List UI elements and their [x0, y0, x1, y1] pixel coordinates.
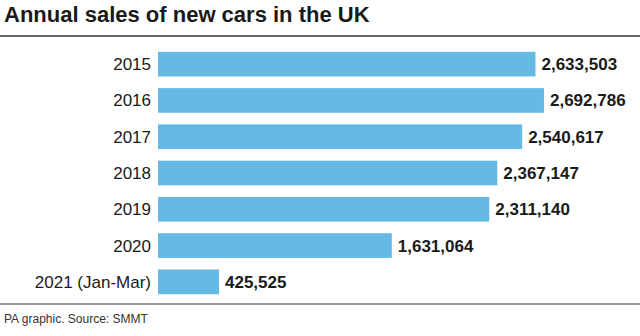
data-label: 2,633,503 [541, 55, 617, 74]
category-label: 2017 [113, 128, 151, 147]
title: Annual sales of new cars in the UK [4, 2, 370, 27]
data-label: 1,631,064 [398, 237, 474, 256]
category-label: 2018 [113, 164, 151, 183]
category-label: 2021 (Jan-Mar) [35, 273, 151, 292]
data-label: 2,367,147 [503, 164, 579, 183]
data-label: 2,692,786 [550, 91, 626, 110]
category-label: 2019 [113, 200, 151, 219]
bar [158, 270, 219, 295]
bar [158, 197, 489, 222]
data-label: 2,540,617 [528, 128, 604, 147]
bar [158, 161, 497, 186]
bar [158, 88, 544, 113]
data-label: 2,311,140 [495, 200, 570, 219]
category-label: 2020 [113, 237, 151, 256]
source: PA graphic. Source: SMMT [4, 312, 149, 326]
labels: 2015 2,633,503 2016 2,692,786 2017 2,540,617 2… [35, 55, 626, 292]
category-label: 2015 [113, 55, 151, 74]
bar [158, 52, 535, 77]
data-label: 425,525 [225, 273, 286, 292]
bars [158, 52, 544, 294]
title-rule [0, 35, 640, 37]
category-label: 2016 [113, 91, 151, 110]
chart: Annual sales of new cars in the UK 2015 2,… [0, 0, 640, 336]
bar [158, 124, 522, 149]
footer-rule [0, 304, 640, 305]
bar [158, 233, 392, 258]
